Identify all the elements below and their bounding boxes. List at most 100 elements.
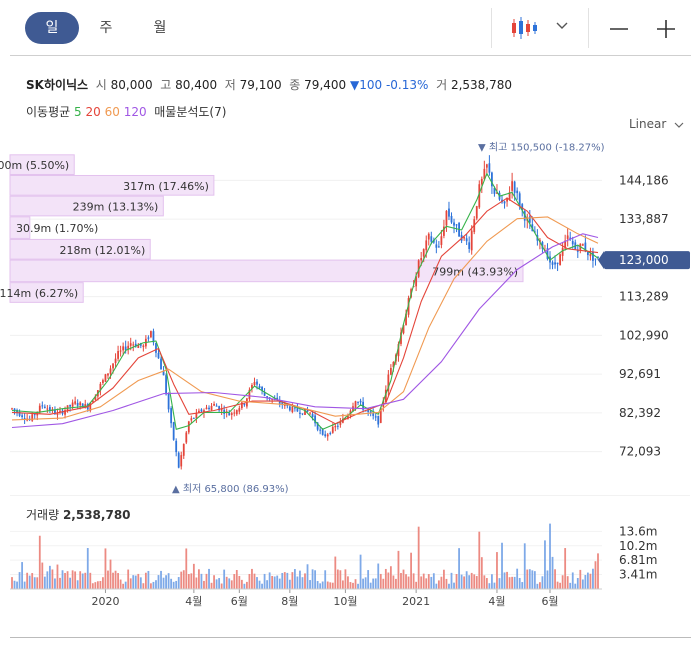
ma120-line (11, 233, 599, 429)
volume-bar (263, 573, 266, 589)
current-price-pointer (598, 251, 604, 270)
volume-bar (76, 580, 79, 589)
tab-month[interactable]: 월 (153, 20, 167, 36)
candle-body (276, 397, 279, 401)
candle-body (405, 313, 407, 326)
volume-panel-label: 거래량 2,538,780 (26, 506, 131, 523)
candle-body (253, 381, 256, 386)
ma5-line (11, 173, 599, 430)
volume-bar (314, 570, 317, 589)
candle-body (187, 421, 190, 433)
volume-bar (533, 571, 536, 589)
volume-bar (220, 583, 223, 589)
chevron-down-icon[interactable] (556, 22, 568, 30)
candle-body (491, 172, 493, 187)
low-value: 79,100 (239, 78, 282, 92)
volume-bar (162, 577, 165, 589)
candle-body (41, 405, 44, 407)
volume-bar (377, 563, 380, 589)
candle-body (468, 242, 471, 249)
volume-bar (496, 552, 498, 589)
candle-body (503, 201, 506, 204)
scale-selector[interactable]: Linear (629, 117, 684, 131)
candle-body (316, 422, 319, 430)
footer-divider (10, 637, 691, 638)
candle-body (177, 452, 180, 468)
volume-bar (432, 573, 435, 589)
volume-bar (33, 577, 36, 589)
ma60-legend[interactable]: 60 (104, 105, 120, 119)
volume-bar (26, 572, 29, 589)
candle-body (546, 248, 549, 259)
volume-bar (586, 572, 589, 589)
volume-bar (165, 575, 167, 589)
volume-bar (271, 575, 274, 589)
volume-bar (218, 578, 221, 589)
volume-bar (112, 572, 114, 589)
candle-body (127, 345, 130, 350)
candle-body (321, 429, 324, 435)
tab-day[interactable]: 일 (25, 12, 79, 44)
candle-body (261, 386, 263, 391)
ma20-legend[interactable]: 20 (85, 105, 101, 119)
volume-bar (155, 580, 157, 589)
volume-bar (59, 577, 61, 589)
candle-body (463, 237, 466, 239)
low-annotation: ▲ 최저 65,800 (86.93%) (172, 483, 289, 495)
candle-body (427, 233, 430, 240)
candle-body (586, 252, 589, 256)
volume-bar (453, 582, 455, 589)
candle-body (79, 402, 82, 406)
candle-body (293, 407, 296, 409)
candle-body (400, 332, 402, 344)
candle-body (124, 346, 127, 351)
x-tick-label: 2021 (402, 595, 430, 608)
volume-bar (450, 572, 453, 589)
volume-bar (89, 572, 92, 589)
price-chart[interactable]: 100m (5.50%) 317m (17.46%) 239m (13.13%) 30… (0, 0, 697, 495)
volume-profile-legend[interactable]: 매물분석도(7) (154, 105, 227, 119)
candle-body (233, 412, 236, 414)
candle-body (483, 168, 486, 180)
volume-bar (213, 575, 215, 589)
volume-bar (387, 572, 390, 589)
candle-body (160, 358, 162, 370)
candle-body (91, 400, 94, 403)
zoom-in-icon[interactable] (656, 19, 676, 39)
volume-bar (425, 578, 428, 589)
candle-body (43, 406, 46, 409)
candle-body (564, 240, 567, 249)
volume-bar (205, 573, 208, 589)
ma120-legend[interactable]: 120 (123, 105, 147, 119)
scale-label: Linear (629, 117, 667, 131)
candle-body (556, 262, 559, 265)
candle-body (521, 204, 524, 211)
candle-body (190, 418, 193, 421)
volume-bar (491, 574, 493, 589)
candle-body (117, 351, 119, 359)
ma5-legend[interactable]: 5 (74, 105, 82, 119)
volume-bar (304, 573, 306, 589)
volume-bar (13, 580, 16, 589)
candle-body (38, 405, 41, 413)
candle-body (218, 406, 221, 411)
volume-bar (137, 573, 140, 589)
change-pct: -0.13% (385, 78, 429, 92)
tab-week[interactable]: 주 (99, 20, 113, 36)
candle-body (435, 244, 438, 248)
candle-body (278, 400, 281, 404)
candle-body (420, 258, 423, 261)
volume-bar (177, 577, 180, 589)
candle-body (137, 344, 140, 348)
volume-bar (46, 571, 49, 589)
zoom-out-icon[interactable] (609, 19, 629, 39)
volume-bar (152, 581, 155, 589)
volume-bar (11, 577, 13, 589)
volume-bar (475, 576, 478, 589)
candle-body (94, 396, 97, 400)
ma20-line (11, 197, 599, 425)
candlestick-icon[interactable] (510, 16, 538, 40)
x-tick-label: 6월 (231, 595, 248, 608)
candle-body (374, 416, 377, 418)
